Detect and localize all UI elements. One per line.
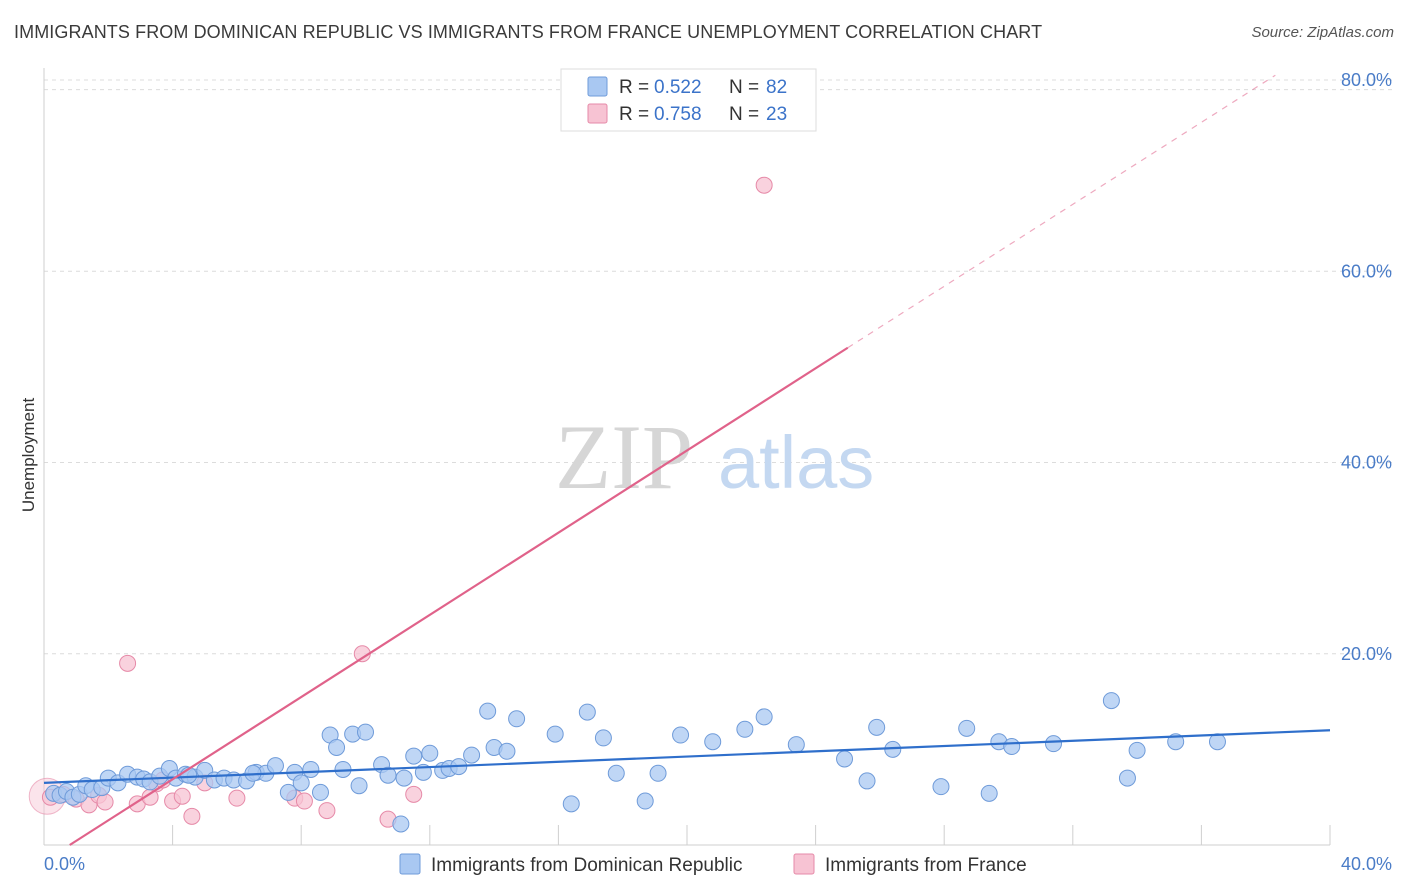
dominican-point	[704, 733, 722, 751]
legend-n-label-dominican: N =	[729, 77, 759, 98]
watermark-atlas: atlas	[718, 421, 874, 504]
axes	[43, 68, 1331, 846]
dominican-point	[266, 757, 284, 775]
chart-title: IMMIGRANTS FROM DOMINICAN REPUBLIC VS IM…	[14, 22, 1043, 42]
legend-r-label-dominican: R =	[619, 77, 649, 98]
dominican-point	[1118, 769, 1136, 787]
dominican-point	[607, 764, 625, 782]
france-point	[119, 654, 137, 672]
legend-n-value-france: 23	[766, 104, 787, 125]
dominican-point	[958, 719, 976, 737]
tick-labels: 20.0% 40.0% 60.0% 80.0% 0.0% 40.0%	[44, 70, 1392, 874]
legend-swatch-dominican	[587, 76, 608, 97]
dominican-point	[649, 764, 667, 782]
dominican-point	[405, 747, 423, 765]
dominican-point	[421, 744, 439, 762]
dominican-point	[836, 750, 854, 768]
dominican-point	[932, 778, 950, 796]
watermark: ZIP atlas	[555, 406, 874, 508]
y-axis-title: Unemployment	[19, 398, 38, 513]
dominican-point	[463, 746, 481, 764]
dominican-point	[980, 784, 998, 802]
y-tick-label: 80.0%	[1341, 70, 1392, 90]
series-legend: Immigrants from Dominican Republic Immig…	[399, 853, 1027, 876]
y-tick-label: 20.0%	[1341, 644, 1392, 664]
dominican-point	[787, 736, 805, 754]
legend-n-value-dominican: 82	[766, 77, 787, 98]
legend-r-value-france: 0.758	[654, 104, 702, 125]
dominican-point	[302, 760, 320, 778]
dominican-point	[1102, 692, 1120, 710]
dominican-point	[594, 729, 612, 747]
dominican-point	[328, 738, 346, 756]
france-point	[318, 802, 336, 820]
dominican-point	[755, 708, 773, 726]
x-tick-label: 40.0%	[1341, 854, 1392, 874]
france-point	[96, 793, 114, 811]
dominican-point	[357, 723, 374, 741]
france-point	[228, 789, 246, 807]
dominican-point	[1208, 733, 1226, 751]
dominican-point	[292, 774, 310, 792]
dominican-point	[562, 795, 580, 813]
legend-n-label-france: N =	[729, 104, 759, 125]
dominican-point	[1003, 738, 1021, 756]
bottom-legend-label-dominican: Immigrants from Dominican Republic	[431, 855, 743, 876]
france-point	[183, 807, 201, 825]
france-point	[405, 785, 423, 803]
dominican-point	[508, 710, 526, 728]
france-point	[755, 176, 773, 194]
series-dominican-points	[45, 692, 1226, 833]
y-tick-label: 40.0%	[1341, 453, 1392, 473]
france-trend-extension	[847, 74, 1276, 349]
dominican-point	[636, 792, 654, 810]
dominican-point	[379, 766, 397, 784]
dominican-point	[672, 726, 690, 744]
bottom-legend-label-france: Immigrants from France	[825, 855, 1027, 876]
dominican-point	[578, 703, 596, 721]
dominican-point	[392, 815, 410, 833]
bottom-legend-swatch-dominican	[399, 853, 421, 875]
dominican-point	[1045, 735, 1063, 753]
dominican-point	[311, 783, 329, 801]
trend-lines	[43, 74, 1331, 846]
dominican-point	[279, 783, 297, 801]
dominican-point	[858, 772, 876, 790]
dominican-point	[736, 720, 754, 738]
france-point	[295, 792, 313, 810]
legend-r-label-france: R =	[619, 104, 649, 125]
dominican-point	[868, 718, 886, 736]
x-tick-label: 0.0%	[44, 854, 85, 874]
france-trend-line	[69, 346, 849, 846]
y-tick-label: 60.0%	[1341, 261, 1392, 281]
watermark-zip: ZIP	[555, 406, 693, 508]
dominican-trend-line	[43, 729, 1331, 784]
dominican-point	[479, 702, 497, 720]
dominican-point	[395, 769, 413, 787]
france-point	[173, 787, 191, 805]
dominican-point	[1128, 741, 1146, 759]
bottom-legend-swatch-france	[793, 853, 815, 875]
dominican-point	[546, 725, 564, 743]
grid	[44, 79, 1392, 655]
dominican-point	[498, 742, 516, 760]
legend-r-value-dominican: 0.522	[654, 77, 702, 98]
legend-swatch-france	[587, 103, 608, 124]
stats-legend: R = 0.522 N = 82 R = 0.758 N = 23	[560, 68, 817, 132]
dominican-point	[350, 777, 368, 795]
source-label: Source: ZipAtlas.com	[1251, 24, 1394, 41]
